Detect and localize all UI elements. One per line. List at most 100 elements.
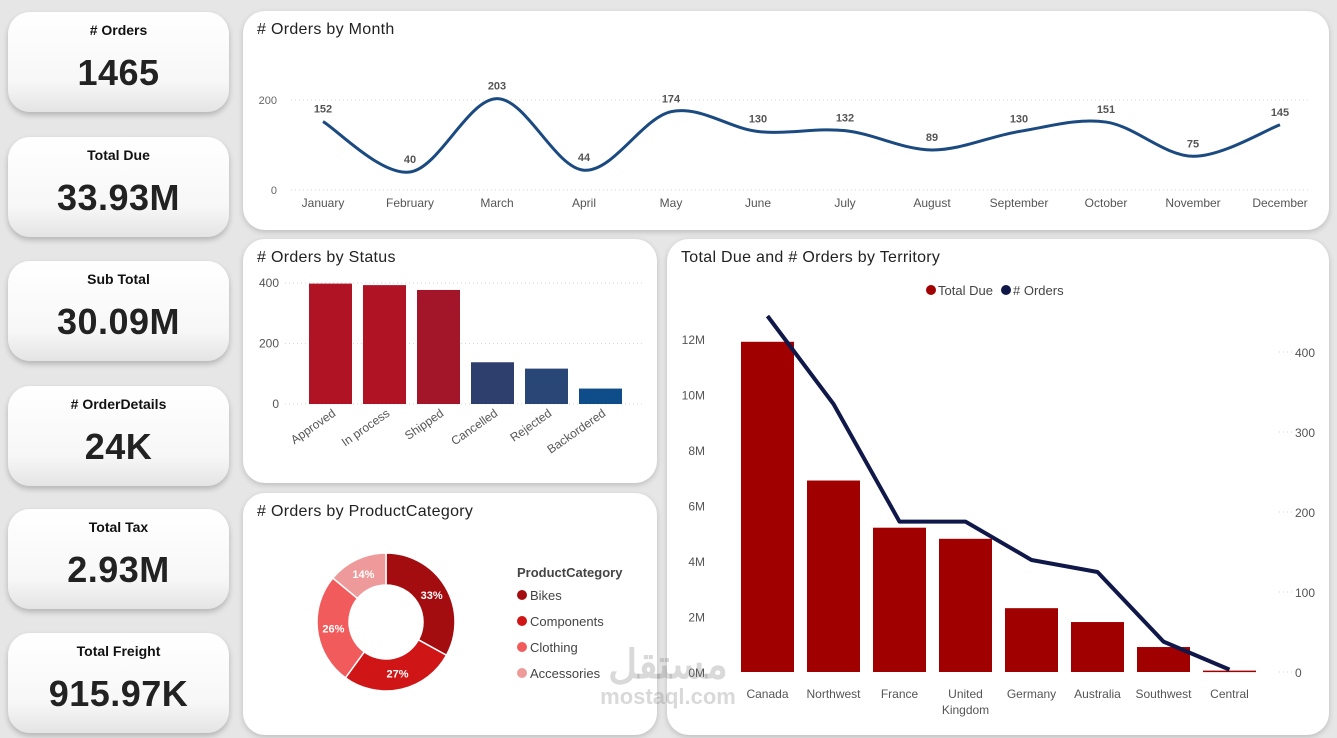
x-tick-label: April	[572, 196, 596, 210]
y-tick-label: 0	[271, 185, 277, 197]
data-label: 145	[1271, 107, 1289, 119]
y-right-tick-label: 0	[1295, 666, 1302, 680]
kpi-card-total-freight[interactable]: Total Freight 915.97K	[8, 633, 229, 733]
bar	[939, 538, 992, 672]
y-left-tick-label: 0M	[688, 666, 705, 680]
x-tick-label: December	[1252, 196, 1307, 210]
kpi-value: 30.09M	[56, 301, 181, 342]
orders-by-category-card[interactable]: # Orders by ProductCategory 33% 27% 26% 14%…	[243, 493, 657, 735]
bar	[363, 285, 406, 404]
legend-label: Clothing	[530, 640, 578, 655]
y-right-tick-label: 400	[1295, 346, 1315, 360]
y-right-tick-label: 100	[1295, 586, 1315, 600]
kpi-card-order-details[interactable]: # OrderDetails 24K	[8, 386, 229, 486]
data-label: 130	[1010, 114, 1028, 126]
x-tick-label: August	[913, 196, 951, 210]
y-right-tick-label: 200	[1295, 506, 1315, 520]
watermark-arabic: مستقل	[608, 643, 728, 687]
kpi-label: Total Freight	[76, 643, 161, 659]
x-tick-label: Central	[1210, 687, 1249, 701]
kpi-label: # OrderDetails	[70, 396, 167, 412]
bar	[1203, 670, 1256, 673]
donut-slice	[344, 638, 448, 692]
x-tick-label: Cancelled	[448, 406, 500, 448]
legend-label: Accessories	[530, 666, 601, 681]
data-label: 14%	[352, 569, 374, 581]
chart-title: # Orders by Status	[257, 249, 396, 266]
kpi-card-total-tax[interactable]: Total Tax 2.93M	[8, 509, 229, 609]
kpi-label: Sub Total	[87, 271, 150, 287]
y-left-tick-label: 8M	[688, 444, 705, 458]
orders-by-status-chart: 0 200 400 Approved In process Shipped Cancelle…	[259, 276, 643, 456]
x-tick-label: In process	[339, 406, 392, 449]
bar	[873, 527, 926, 672]
x-tick-label: Rejected	[507, 406, 554, 445]
data-label: 44	[578, 152, 591, 164]
bar	[1071, 622, 1124, 672]
x-tick-label: Approved	[288, 406, 338, 447]
x-tick-label: United	[948, 687, 983, 701]
kpi-value: 2.93M	[67, 549, 170, 590]
bar	[579, 388, 622, 404]
bar	[525, 368, 568, 404]
x-tick-label: Kingdom	[942, 703, 989, 717]
data-label: 174	[662, 94, 681, 106]
donut-slice	[385, 552, 456, 657]
x-tick-label: February	[386, 196, 434, 210]
data-label: 40	[404, 154, 416, 166]
y-left-tick-label: 6M	[688, 500, 705, 514]
legend-title: ProductCategory	[517, 565, 623, 580]
kpi-card-total-due[interactable]: Total Due 33.93M	[8, 137, 229, 237]
x-tick-label: Australia	[1074, 687, 1121, 701]
legend-marker	[1001, 285, 1011, 295]
bar	[1005, 608, 1058, 672]
kpi-card-sub-total[interactable]: Sub Total 30.09M	[8, 261, 229, 361]
y-tick-label: 200	[259, 95, 277, 107]
data-label: 27%	[387, 669, 409, 681]
data-label: 203	[488, 81, 506, 93]
kpi-value: 24K	[84, 426, 153, 467]
legend-marker	[517, 590, 527, 600]
bar	[309, 283, 352, 404]
legend-label: Total Due	[938, 283, 993, 298]
x-tick-label: September	[990, 196, 1049, 210]
legend-marker	[517, 642, 527, 652]
bar	[741, 341, 794, 672]
x-tick-label: October	[1085, 196, 1128, 210]
x-tick-label: May	[660, 196, 683, 210]
orders-by-status-card[interactable]: # Orders by Status 0 200 400 Approved In pro…	[243, 239, 657, 483]
data-label: 26%	[322, 624, 344, 636]
territory-card[interactable]: Total Due and # Orders by Territory Tota…	[667, 239, 1329, 735]
data-label: 33%	[421, 590, 443, 602]
kpi-value: 1465	[77, 52, 160, 93]
kpi-label: # Orders	[89, 22, 148, 38]
y-left-tick-label: 4M	[688, 555, 705, 569]
x-tick-label: Northwest	[806, 687, 861, 701]
legend-label: Components	[530, 614, 604, 629]
kpi-card-orders[interactable]: # Orders 1465	[8, 12, 229, 112]
bar	[417, 289, 460, 404]
legend-label: # Orders	[1013, 283, 1064, 298]
orders-by-month-chart: 0 200 152 January 40 February 203 March 44 April 1…	[259, 81, 1309, 210]
y-left-tick-label: 10M	[682, 389, 705, 403]
chart-title: Total Due and # Orders by Territory	[681, 249, 941, 266]
y-tick-label: 400	[259, 276, 279, 290]
x-tick-label: June	[745, 196, 771, 210]
y-tick-label: 0	[272, 397, 279, 411]
data-label: 130	[749, 114, 767, 126]
series-line	[322, 97, 1281, 174]
kpi-label: Total Tax	[88, 519, 149, 535]
x-tick-label: Shipped	[402, 406, 446, 443]
x-tick-label: July	[834, 196, 855, 210]
x-tick-label: Southwest	[1135, 687, 1192, 701]
bar	[471, 362, 514, 404]
x-tick-label: November	[1165, 196, 1220, 210]
data-label: 89	[926, 132, 938, 144]
y-right-tick-label: 300	[1295, 426, 1315, 440]
orders-by-month-card[interactable]: # Orders by Month 0 200 152 January 40 Februa…	[243, 11, 1329, 230]
kpi-value: 33.93M	[56, 177, 181, 218]
chart-title: # Orders by Month	[257, 21, 395, 38]
x-tick-label: Canada	[746, 687, 788, 701]
chart-title: # Orders by ProductCategory	[257, 503, 474, 520]
y-tick-label: 200	[259, 337, 279, 351]
